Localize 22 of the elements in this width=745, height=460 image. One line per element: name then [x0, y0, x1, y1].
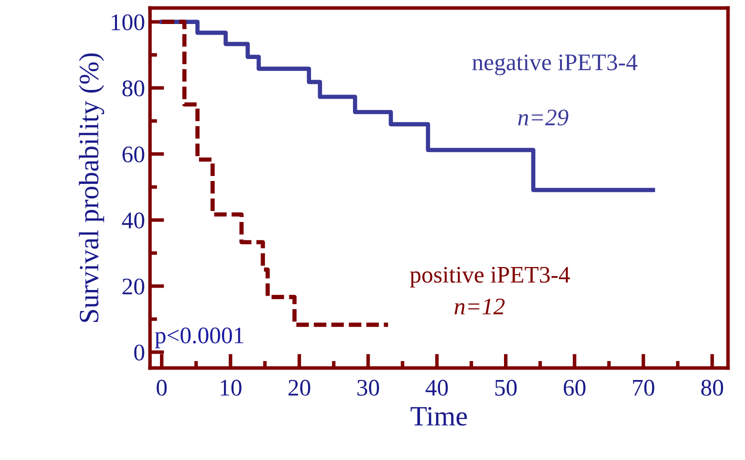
x-tick-label: 40 [426, 380, 448, 396]
y-tick-label: 20 [122, 278, 144, 295]
series-label: positive iPET3-4 [410, 266, 570, 288]
x-tick-label: 0 [156, 380, 167, 396]
y-tick-label: 100 [112, 14, 144, 30]
x-tick-label: 80 [701, 380, 724, 396]
annotation: n=29 [518, 110, 568, 126]
annotation: n=12 [454, 298, 505, 314]
annotation: p<0.0001 [155, 327, 244, 348]
y-tick-label: 40 [122, 212, 144, 228]
x-tick-label: 60 [564, 380, 586, 396]
x-tick-label: 30 [357, 380, 380, 396]
x-tick-label: 70 [633, 380, 654, 396]
y-tick-label: 0 [134, 344, 144, 361]
text: negative iPET3-4 [472, 54, 638, 76]
x-tick-label: 20 [288, 380, 310, 396]
y-tick-label: 80 [122, 80, 144, 96]
x-axis-title: Time [410, 406, 467, 426]
x-tick-label: 50 [495, 380, 517, 396]
y-tick-label: 60 [122, 146, 144, 162]
y-axis-title: Survival probability (%) [78, 53, 104, 322]
x-tick-label: 10 [220, 380, 242, 396]
